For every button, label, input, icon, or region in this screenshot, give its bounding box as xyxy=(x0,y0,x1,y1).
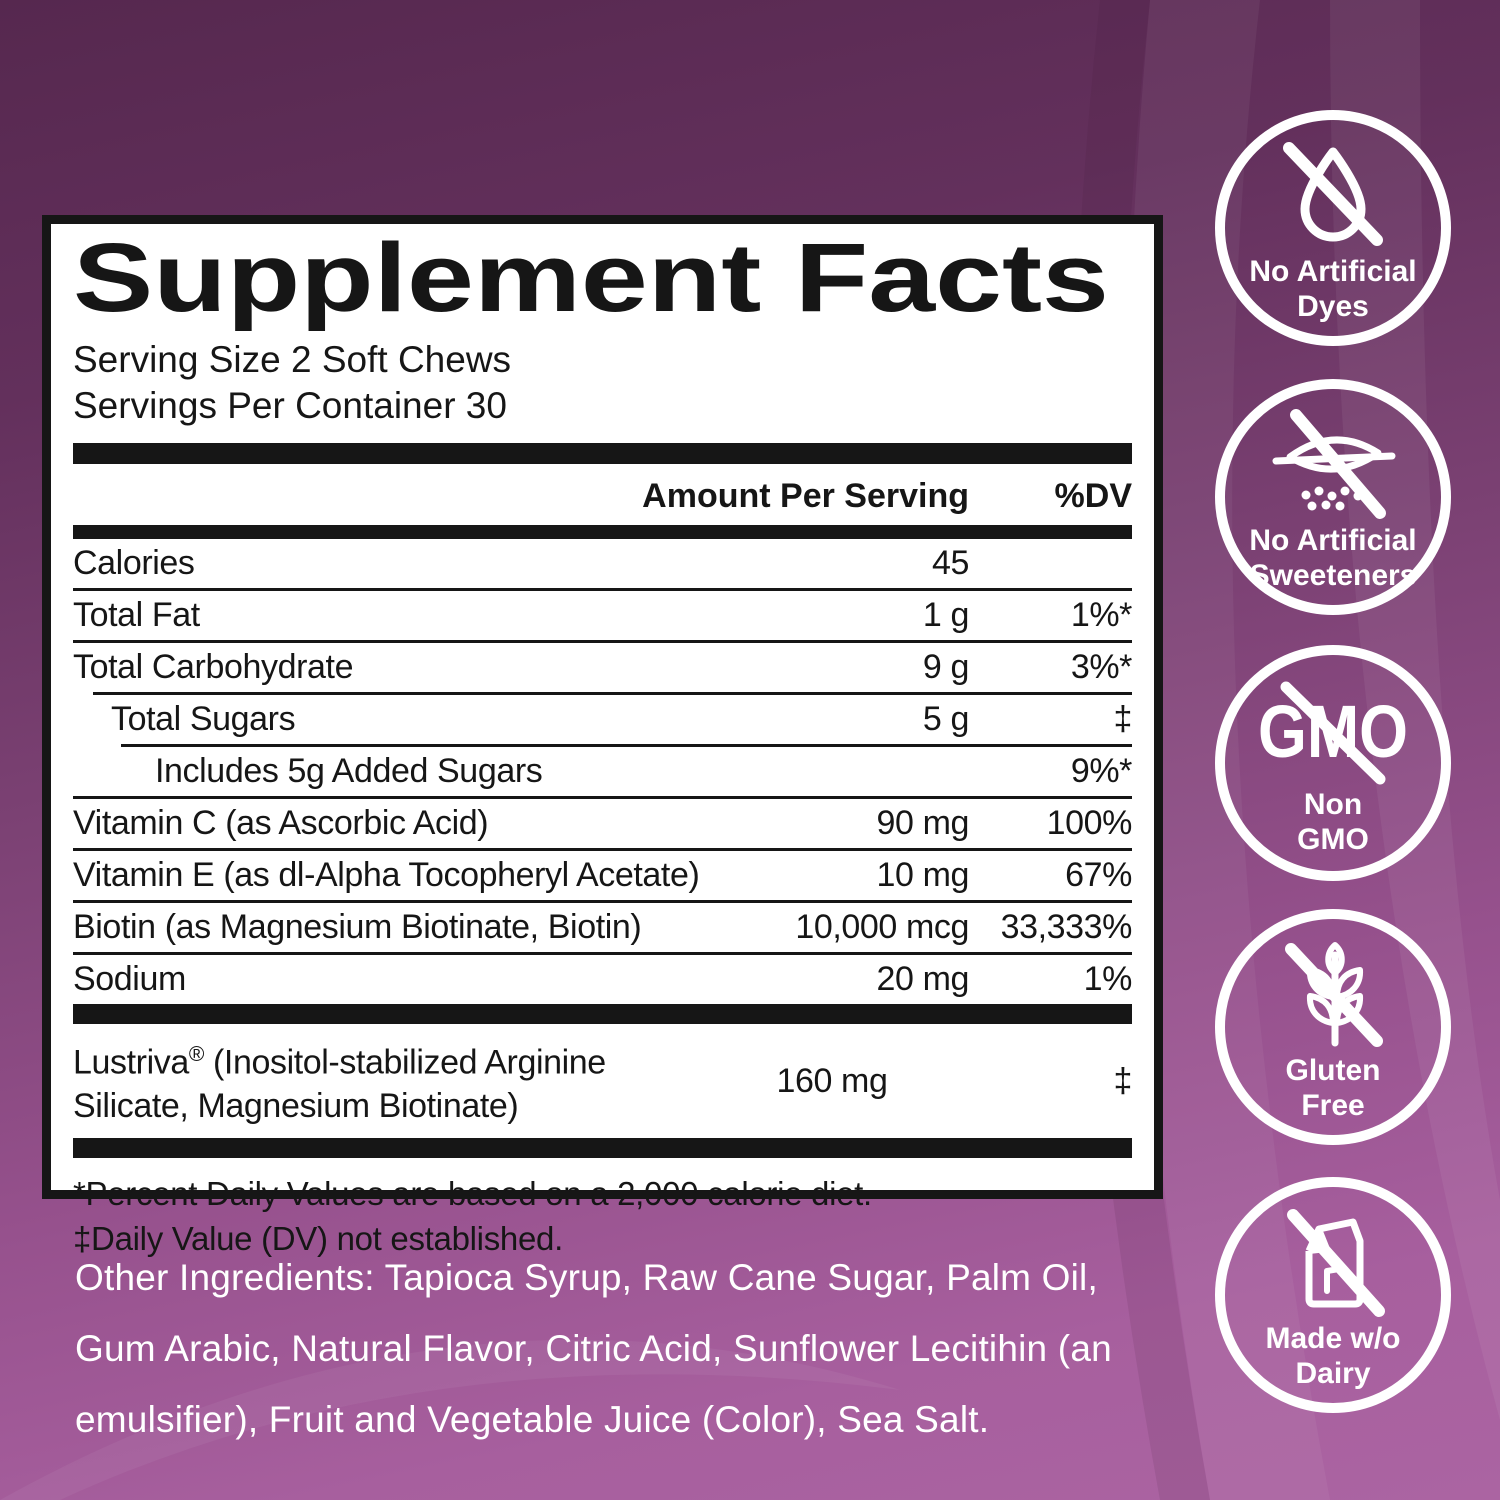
row-amount: 20 mg xyxy=(876,960,970,998)
row-amount: 9 g xyxy=(922,648,969,686)
table-row: Includes 5g Added Sugars 9%* xyxy=(121,744,1132,796)
row-name: Calories xyxy=(73,544,195,582)
divider-bar-header xyxy=(73,525,1132,539)
table-row: Total Sugars 5 g ‡ xyxy=(93,692,1132,744)
table-row: Vitamin E (as dl-Alpha Tocopheryl Acetat… xyxy=(73,848,1132,900)
row-dv: ‡ xyxy=(1113,1061,1132,1100)
table-row: Total Fat 1 g 1%* xyxy=(73,588,1132,640)
gmo-slash-icon: GMO xyxy=(1258,681,1408,785)
row-amount: 90 mg xyxy=(876,804,970,842)
badge-label: No Artificial Dyes xyxy=(1249,255,1417,323)
row-amount: 160 mg xyxy=(776,1061,888,1100)
badge-label: Made w/o Dairy xyxy=(1265,1322,1401,1390)
supplement-facts-panel: Supplement Facts Serving Size 2 Soft Che… xyxy=(42,215,1163,1257)
row-name: Vitamin E (as dl-Alpha Tocopheryl Acetat… xyxy=(73,856,700,894)
row-dv: ‡ xyxy=(1113,700,1132,738)
column-header-amount: Amount Per Serving xyxy=(642,477,969,515)
row-name: Vitamin C (as Ascorbic Acid) xyxy=(73,804,489,842)
footnote-percent-dv: *Percent Daily Values are based on a 2,0… xyxy=(73,1175,872,1213)
table-row-lustriva: Lustriva® (Inositol-stabilized Arginine … xyxy=(73,1024,1132,1138)
row-amount: 45 xyxy=(931,544,969,582)
panel-title: Supplement Facts xyxy=(73,223,1109,332)
divider-bar-mid xyxy=(73,1004,1132,1024)
column-header-dv: %DV xyxy=(1054,477,1132,515)
badge-made-without-dairy: Made w/o Dairy xyxy=(1215,1177,1451,1413)
row-amount: 1 g xyxy=(922,596,969,634)
footnote-dv-not-established: ‡Daily Value (DV) not established. xyxy=(73,1220,563,1258)
row-dv: 1% xyxy=(1083,960,1133,998)
badge-no-artificial-sweeteners: No Artificial Sweeteners xyxy=(1215,379,1451,615)
row-dv: 67% xyxy=(1065,856,1132,894)
divider-bar-top xyxy=(73,443,1132,464)
table-row: Vitamin C (as Ascorbic Acid) 90 mg 100% xyxy=(73,796,1132,848)
milk-carton-slash-icon xyxy=(1287,1209,1385,1317)
row-dv: 33,333% xyxy=(1000,908,1133,946)
servings-per-container: Servings Per Container 30 xyxy=(73,385,507,426)
sweetener-packet-slash-icon xyxy=(1272,409,1396,519)
badge-no-artificial-dyes: No Artificial Dyes xyxy=(1215,110,1451,346)
row-name: Total Carbohydrate xyxy=(73,648,354,686)
table-row: Biotin (as Magnesium Biotinate, Biotin) 1… xyxy=(73,900,1132,952)
row-name: Total Sugars xyxy=(111,700,296,738)
row-dv: 9%* xyxy=(1070,752,1133,790)
droplet-slash-icon xyxy=(1283,142,1383,246)
row-amount: 10 mg xyxy=(876,856,970,894)
row-amount: 5 g xyxy=(922,700,969,738)
row-name: Lustriva® (Inositol-stabilized Arginine … xyxy=(73,1043,606,1126)
nutrition-table: Calories 45 Total Fat 1 g 1%* Total Carbohydr… xyxy=(73,539,1132,1004)
badge-label: Non GMO xyxy=(1297,788,1369,856)
other-ingredients: Other Ingredients: Tapioca Syrup, Raw Ca… xyxy=(75,1257,1112,1440)
table-row: Total Carbohydrate 9 g 3%* xyxy=(73,640,1132,692)
badge-label: No Artificial Sweeteners xyxy=(1249,524,1417,592)
table-row: Calories 45 xyxy=(73,539,1132,588)
row-name: Includes 5g Added Sugars xyxy=(155,752,543,790)
divider-bar-bottom xyxy=(73,1138,1132,1159)
row-name: Biotin (as Magnesium Biotinate, Biotin) xyxy=(73,908,642,946)
wheat-slash-icon xyxy=(1285,942,1383,1047)
registered-trademark-symbol: ® xyxy=(188,1043,204,1066)
table-row: Sodium 20 mg 1% xyxy=(73,952,1132,1004)
row-dv: 1%* xyxy=(1070,596,1133,634)
serving-size: Serving Size 2 Soft Chews xyxy=(73,339,512,380)
row-dv: 100% xyxy=(1046,804,1133,842)
row-amount: 10,000 mcg xyxy=(795,908,969,946)
column-header-row: Amount Per Serving %DV xyxy=(73,464,1132,525)
badge-gluten-free: Gluten Free xyxy=(1215,909,1451,1145)
badge-label: Gluten Free xyxy=(1285,1054,1381,1122)
row-name: Sodium xyxy=(73,960,186,998)
row-dv: 3%* xyxy=(1070,648,1133,686)
badge-non-gmo: GMO Non GMO xyxy=(1215,645,1451,881)
row-name: Total Fat xyxy=(73,596,200,634)
